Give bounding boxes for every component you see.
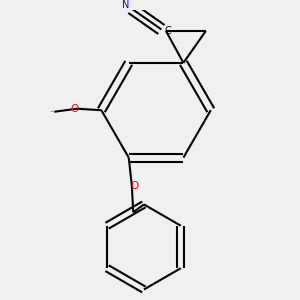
Text: N: N <box>122 1 129 10</box>
Text: C: C <box>165 26 172 36</box>
Text: O: O <box>70 104 79 114</box>
Text: methoxy: methoxy <box>51 110 57 112</box>
Text: O: O <box>131 181 139 191</box>
